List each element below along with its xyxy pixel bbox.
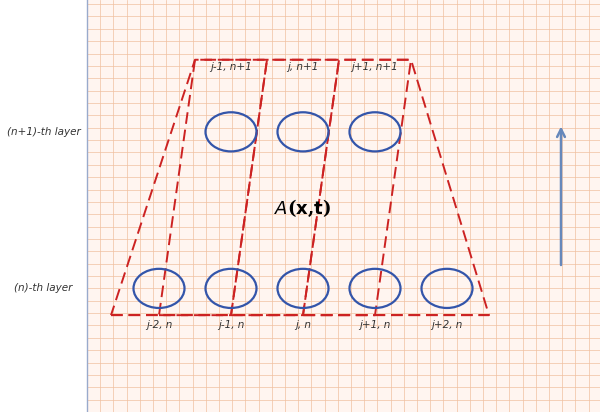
Text: j, n: j, n [295,320,311,330]
Text: j-1, n: j-1, n [218,320,244,330]
Text: j+2, n: j+2, n [431,320,463,330]
Text: j+1, n+1: j+1, n+1 [352,62,398,72]
Text: j+1, n: j+1, n [359,320,391,330]
Text: (n+1)-th layer: (n+1)-th layer [7,127,80,137]
Text: j-1, n+1: j-1, n+1 [210,62,252,72]
Text: j-2, n: j-2, n [146,320,172,330]
Text: $\mathit{A}$($\mathbf{x}$,$\mathbf{t}$): $\mathit{A}$($\mathbf{x}$,$\mathbf{t}$) [274,197,332,219]
Text: j, n+1: j, n+1 [287,62,319,72]
Bar [0,0,87,412]
Text: (n)-th layer: (n)-th layer [14,283,73,293]
